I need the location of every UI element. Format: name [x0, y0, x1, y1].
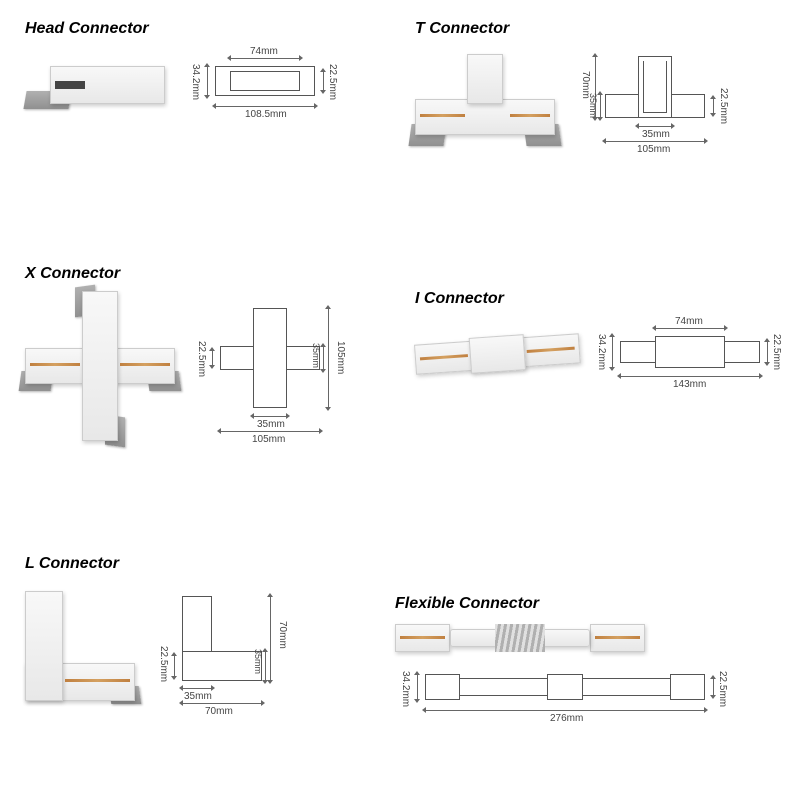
x-title: X Connector [25, 265, 360, 283]
dim-t-center: 35mm [642, 129, 670, 140]
i-schematic: 74mm 143mm 34.2mm 22.5mm [595, 316, 775, 396]
t-title: T Connector [415, 20, 740, 38]
dim-head-right: 22.5mm [327, 64, 338, 100]
dim-flex-right: 22.5mm [717, 671, 728, 707]
dim-x-left: 22.5mm [196, 341, 207, 377]
dim-t-left-center: 35mm [588, 93, 598, 118]
i-connector-section: I Connector 74mm 143mm 34.2mm 22.5mm [415, 290, 775, 396]
dim-i-top: 74mm [675, 316, 703, 327]
head-title: Head Connector [25, 20, 335, 38]
t-schematic: 70mm 35mm 22.5mm 35mm 105mm [570, 46, 740, 156]
l-schematic: 22.5mm 70mm 35mm 35mm 70mm [150, 581, 300, 711]
flex-schematic: 34.2mm 22.5mm 276mm [395, 666, 735, 731]
t-connector-section: T Connector 70mm 35mm 22.5mm 35mm 105mm [415, 20, 740, 156]
x-schematic: 22.5mm 105mm 35mm 35mm 105mm [190, 291, 360, 441]
i-title: I Connector [415, 290, 775, 308]
dim-l-left: 22.5mm [158, 646, 169, 682]
dim-flex-left: 34.2mm [400, 671, 411, 707]
dim-flex-bottom: 276mm [550, 713, 583, 724]
dim-l-total: 70mm [205, 706, 233, 717]
dim-head-left: 34.2mm [190, 64, 201, 100]
dim-t-right: 22.5mm [718, 88, 729, 124]
dim-i-left: 34.2mm [596, 334, 607, 370]
dim-l-right-center: 35mm [253, 649, 263, 674]
i-photo [414, 330, 581, 381]
dim-x-right-center: 35mm [311, 343, 321, 368]
dim-i-right: 22.5mm [771, 334, 782, 370]
dim-x-center: 35mm [257, 419, 285, 430]
dim-t-total: 105mm [637, 144, 670, 155]
l-photo [25, 591, 135, 701]
dim-i-bottom: 143mm [673, 379, 706, 390]
head-photo [25, 61, 170, 111]
head-connector-section: Head Connector 74mm 108.5mm 34.2mm 22.5m… [25, 20, 335, 126]
dim-l-right-total: 70mm [277, 621, 288, 649]
t-photo [415, 54, 555, 149]
head-schematic: 74mm 108.5mm 34.2mm 22.5mm [185, 46, 335, 126]
dim-head-bottom: 108.5mm [245, 109, 287, 120]
flex-title: Flexible Connector [395, 595, 735, 613]
dim-l-center: 35mm [184, 691, 212, 702]
x-connector-section: X Connector 22.5mm 105mm 35mm 35mm 105mm [25, 265, 360, 441]
l-title: L Connector [25, 555, 300, 573]
dim-x-right-total: 105mm [335, 341, 346, 374]
x-photo [25, 291, 175, 441]
flex-connector-section: Flexible Connector 34.2mm 22.5mm 276mm [395, 595, 735, 731]
l-connector-section: L Connector 22.5mm 70mm 35mm 35mm 70mm [25, 555, 300, 711]
dim-x-total: 105mm [252, 434, 285, 445]
dim-head-top: 74mm [250, 46, 278, 57]
flex-photo [395, 621, 645, 656]
